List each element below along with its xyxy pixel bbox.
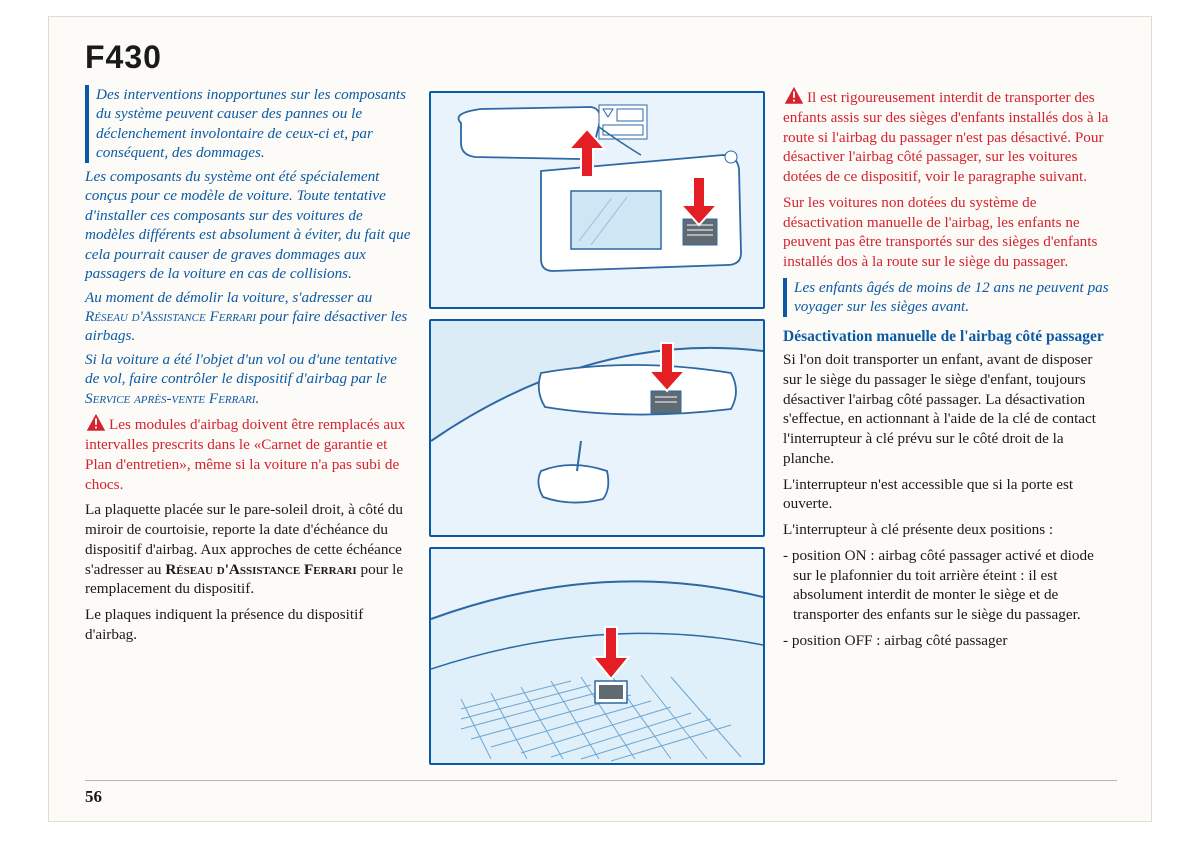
illustration-dashboard [429, 547, 765, 765]
body-paragraph: Si l'on doit transporter un enfant, avan… [783, 350, 1109, 469]
body-paragraph: Le plaques indiquent la présence du disp… [85, 605, 411, 645]
page-number: 56 [85, 787, 102, 807]
list-item: - position OFF : airbag côté passager [783, 631, 1109, 651]
body-paragraph: La plaquette placée sur le pare-soleil d… [85, 500, 411, 599]
note-paragraph: Au moment de démolir la voiture, s'adres… [85, 288, 411, 346]
column-right: Il est rigoureusement interdit de transp… [783, 85, 1109, 785]
content-columns: Des interventions inopportunes sur les c… [85, 85, 1117, 785]
column-left: Des interventions inopportunes sur les c… [85, 85, 411, 785]
manual-page: F430 Des interventions inopportunes sur … [48, 16, 1152, 822]
warning-triangle-icon [783, 85, 805, 105]
note-paragraph: Les enfants âgés de moins de 12 ans ne p… [783, 278, 1109, 317]
note-paragraph: Les composants du système ont été spécia… [85, 167, 411, 284]
illustration-sun-visor [429, 91, 765, 309]
warning-paragraph: Sur les voitures non dotées du système d… [783, 193, 1109, 272]
warning-paragraph: Les modules d'airbag doivent être rempla… [85, 412, 411, 494]
subheading: Désactivation manuelle de l'airbag côté … [783, 327, 1109, 346]
column-illustrations [429, 85, 765, 785]
list-item: - position ON : airbag côté passager act… [783, 546, 1109, 625]
body-paragraph: L'interrupteur n'est accessible que si l… [783, 475, 1109, 515]
note-paragraph: Des interventions inopportunes sur les c… [85, 85, 411, 163]
warning-triangle-icon [85, 412, 107, 432]
footer-rule [85, 780, 1117, 781]
body-paragraph: L'interrupteur à clé présente deux posit… [783, 520, 1109, 540]
model-logo: F430 [85, 39, 162, 76]
note-paragraph: Si la voiture a été l'objet d'un vol ou … [85, 350, 411, 408]
warning-paragraph: Il est rigoureusement interdit de transp… [783, 85, 1109, 187]
illustration-headliner [429, 319, 765, 537]
